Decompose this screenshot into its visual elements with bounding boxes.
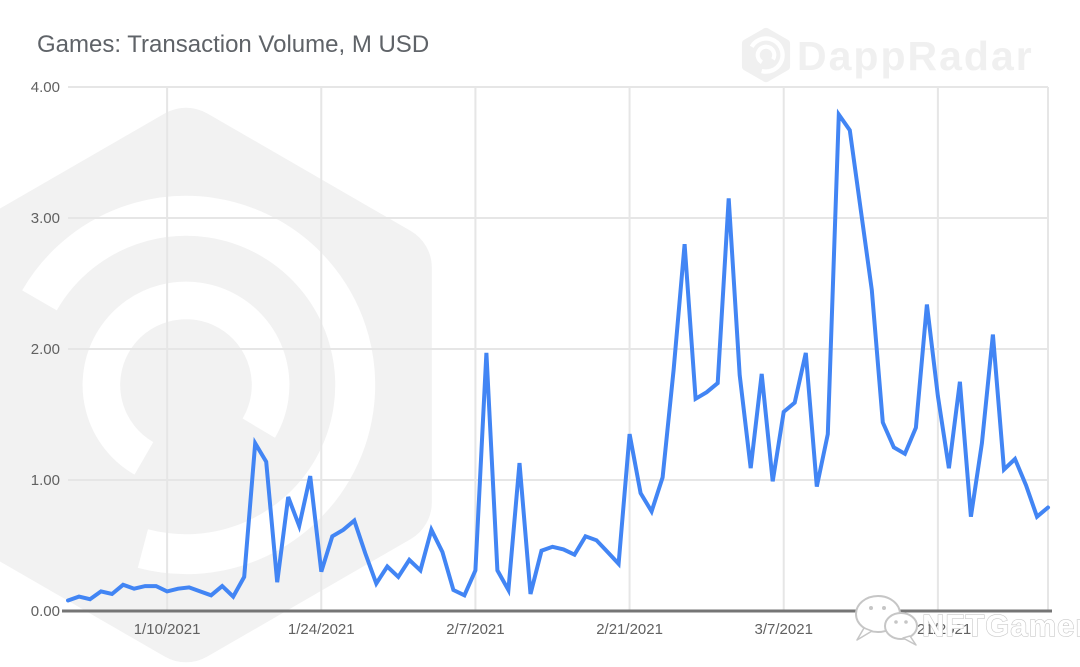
chart-title: Games: Transaction Volume, M USD [37, 31, 429, 58]
dappradar-watermark-text: DappRadar [797, 33, 1034, 79]
y-tick-label: 1.00 [31, 472, 60, 489]
y-tick-label: 2.00 [31, 341, 60, 358]
x-tick-label: 2/21/2021 [596, 621, 663, 638]
wechat-icon [855, 595, 918, 646]
y-tick-label: 3.00 [31, 210, 60, 227]
nftgamer-watermark: NFTGamer [855, 595, 1080, 646]
x-tick-label: 2/7/2021 [446, 621, 504, 638]
x-tick-label: 1/10/2021 [134, 621, 201, 638]
transaction-volume-line [66, 108, 1050, 603]
x-tick-label: 3/7/2021 [755, 621, 813, 638]
dappradar-watermark: DappRadar [741, 27, 1034, 83]
dappradar-logo-icon [741, 27, 791, 83]
nftgamer-watermark-text: NFTGamer [922, 608, 1080, 643]
radar-spiral-glyph [0, 195, 376, 575]
y-tick-label: 0.00 [31, 603, 60, 620]
x-tick-label: 1/24/2021 [288, 621, 355, 638]
dappradar-hexagon-watermark [0, 107, 432, 663]
y-tick-label: 4.00 [31, 79, 60, 96]
axis-labels: 0.00 1.00 2.00 3.00 4.00 1/10/2021 1/24/2021 2/… [31, 79, 971, 638]
x-tick-label: 3/21/2021 [905, 621, 972, 638]
